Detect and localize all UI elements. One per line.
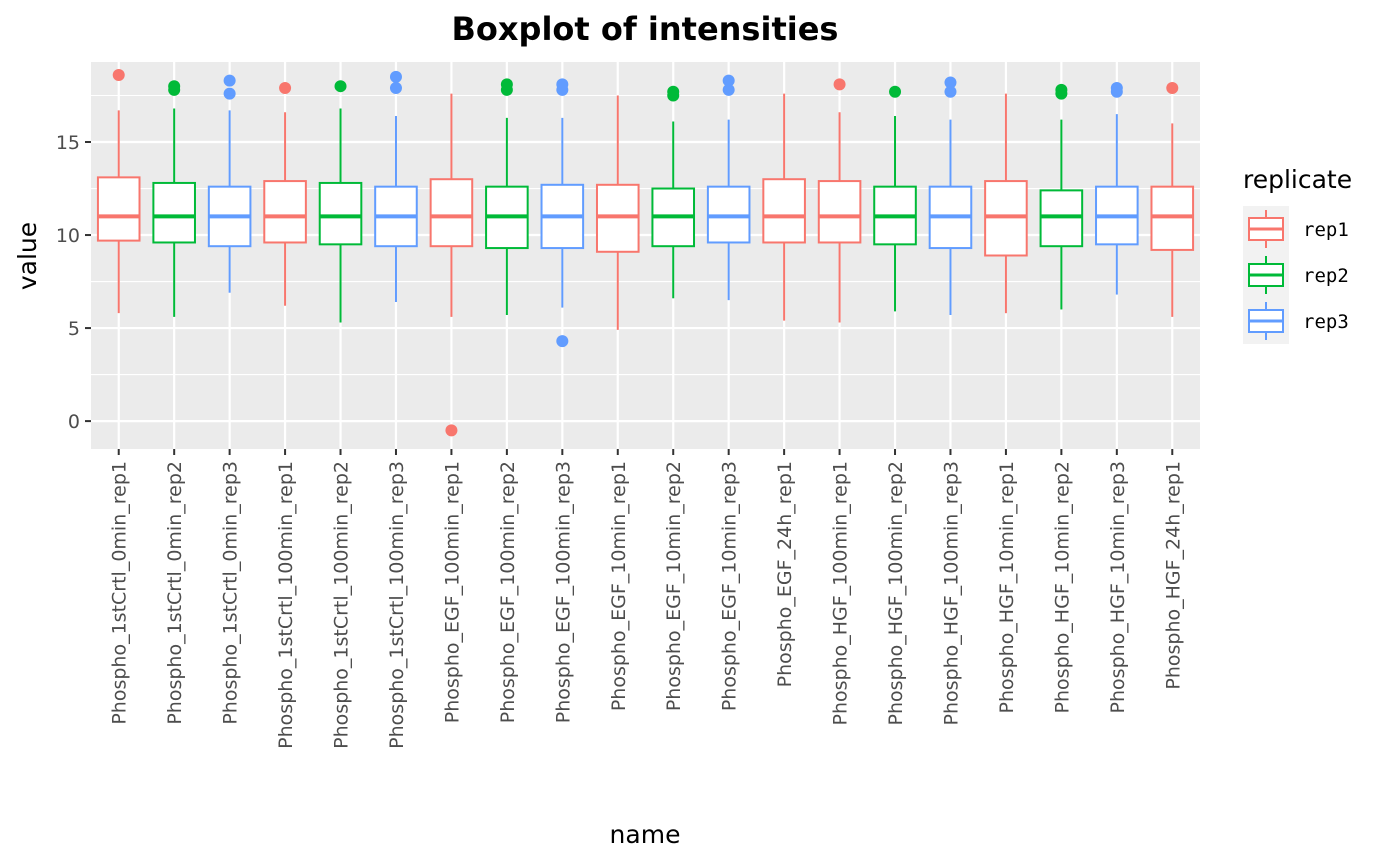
x-tick-label: Phospho_HGF_10min_rep1 xyxy=(996,461,1018,713)
box-iqr xyxy=(152,181,196,244)
box-Phospho_HGF_10min_rep2 xyxy=(1039,83,1084,310)
x-tick-label: Phospho_EGF_10min_rep2 xyxy=(663,461,685,711)
x-tick-label: Phospho_EGF_100min_rep2 xyxy=(497,461,519,723)
x-tick-label: Phospho_HGF_24h_rep1 xyxy=(1162,461,1184,690)
legend: replicate rep1 rep2 rep3 xyxy=(1243,165,1352,344)
outlier-point xyxy=(279,82,292,95)
legend-label-rep2: rep2 xyxy=(1303,265,1349,287)
x-tick-label: Phospho_EGF_100min_rep3 xyxy=(552,461,574,723)
outlier-point xyxy=(556,78,569,91)
box-Phospho_EGF_10min_rep1 xyxy=(595,95,640,330)
box-Phospho_HGF_10min_rep3 xyxy=(1095,82,1139,295)
outlier-point xyxy=(223,74,236,87)
box-iqr xyxy=(263,180,307,244)
x-tick-label: Phospho_EGF_10min_rep3 xyxy=(719,461,741,711)
outlier-point xyxy=(500,78,513,91)
box-iqr xyxy=(318,181,363,246)
box-Phospho_HGF_100min_rep3 xyxy=(928,76,973,316)
x-tick-label: Phospho_HGF_100min_rep1 xyxy=(830,461,852,726)
x-axis: Phospho_1stCrtl_0min_rep1 Phospho_1stCrtl… xyxy=(109,449,1184,749)
outlier-point xyxy=(445,424,458,437)
box-Phospho_HGF_100min_rep1 xyxy=(817,78,862,323)
legend-label-rep1: rep1 xyxy=(1303,219,1349,241)
outlier-point xyxy=(944,76,957,89)
legend-key-rep3 xyxy=(1243,298,1289,344)
box-Phospho_EGF_100min_rep2 xyxy=(485,78,529,316)
x-tick-label: Phospho_HGF_100min_rep2 xyxy=(885,461,907,726)
box-Phospho_HGF_24h_rep1 xyxy=(1150,82,1195,317)
chart-title: Boxplot of intensities xyxy=(452,10,839,48)
box-Phospho_EGF_10min_rep3 xyxy=(706,74,751,301)
outlier-point xyxy=(1110,82,1123,95)
outlier-point xyxy=(667,85,680,98)
box-Phospho_1stCrtl_0min_rep1 xyxy=(96,69,141,314)
x-axis-title: name xyxy=(610,820,681,849)
box-Phospho_1stCrtl_0min_rep2 xyxy=(152,80,196,317)
x-tick-label: Phospho_1stCrtl_0min_rep3 xyxy=(220,461,242,725)
box-iqr xyxy=(817,180,862,244)
outlier-point xyxy=(722,83,735,96)
legend-label-rep3: rep3 xyxy=(1303,311,1349,333)
box-series xyxy=(96,69,1195,437)
y-axis-title: value xyxy=(13,222,42,290)
x-tick-label: Phospho_HGF_10min_rep2 xyxy=(1051,461,1073,713)
outlier-point xyxy=(722,74,735,87)
box-iqr xyxy=(429,178,474,248)
outlier-point xyxy=(112,69,125,82)
x-tick-label: Phospho_1stCrtl_100min_rep1 xyxy=(275,461,297,749)
outlier-point xyxy=(889,85,902,98)
x-tick-label: Phospho_1stCrtl_0min_rep2 xyxy=(164,461,186,725)
box-Phospho_EGF_100min_rep1 xyxy=(429,93,474,437)
outlier-point xyxy=(944,85,957,98)
outlier-point xyxy=(389,70,402,83)
box-iqr xyxy=(96,176,141,242)
legend-title: replicate xyxy=(1243,165,1352,194)
x-tick-label: Phospho_HGF_10min_rep3 xyxy=(1107,461,1129,713)
x-tick-label: Phospho_EGF_10min_rep1 xyxy=(608,461,630,711)
outlier-point xyxy=(389,82,402,95)
box-Phospho_HGF_10min_rep1 xyxy=(984,93,1028,314)
outlier-point xyxy=(556,335,569,348)
legend-key-rep2 xyxy=(1243,252,1289,298)
outlier-point xyxy=(223,87,236,100)
outlier-point xyxy=(334,80,347,93)
y-tick-label: 0 xyxy=(68,411,80,433)
box-Phospho_1stCrtl_100min_rep2 xyxy=(318,80,363,323)
x-tick-label: Phospho_1stCrtl_100min_rep3 xyxy=(386,461,408,749)
box-Phospho_1stCrtl_100min_rep3 xyxy=(374,70,418,303)
box-Phospho_EGF_100min_rep3 xyxy=(540,78,585,348)
x-tick-label: Phospho_1stCrtl_100min_rep2 xyxy=(331,461,353,749)
y-tick-label: 5 xyxy=(68,318,80,340)
y-tick-label: 15 xyxy=(56,132,80,154)
x-tick-label: Phospho_HGF_100min_rep3 xyxy=(940,461,962,726)
y-axis: 0 5 10 15 xyxy=(56,132,91,433)
box-Phospho_HGF_100min_rep2 xyxy=(873,85,917,312)
box-Phospho_EGF_24h_rep1 xyxy=(762,93,806,321)
legend-key-rep1 xyxy=(1243,206,1289,252)
y-tick-label: 10 xyxy=(56,225,80,247)
outlier-point xyxy=(168,80,181,93)
outlier-point xyxy=(833,78,846,91)
box-Phospho_1stCrtl_100min_rep1 xyxy=(263,82,307,306)
plot-panel xyxy=(91,62,1200,449)
box-iqr xyxy=(762,178,806,244)
box-Phospho_EGF_10min_rep2 xyxy=(651,85,696,299)
box-Phospho_1stCrtl_0min_rep3 xyxy=(207,74,252,293)
outlier-point xyxy=(1055,83,1068,96)
x-tick-label: Phospho_1stCrtl_0min_rep1 xyxy=(109,461,131,725)
x-tick-label: Phospho_EGF_100min_rep1 xyxy=(441,461,463,723)
x-tick-label: Phospho_EGF_24h_rep1 xyxy=(774,461,796,687)
outlier-point xyxy=(1166,82,1179,95)
